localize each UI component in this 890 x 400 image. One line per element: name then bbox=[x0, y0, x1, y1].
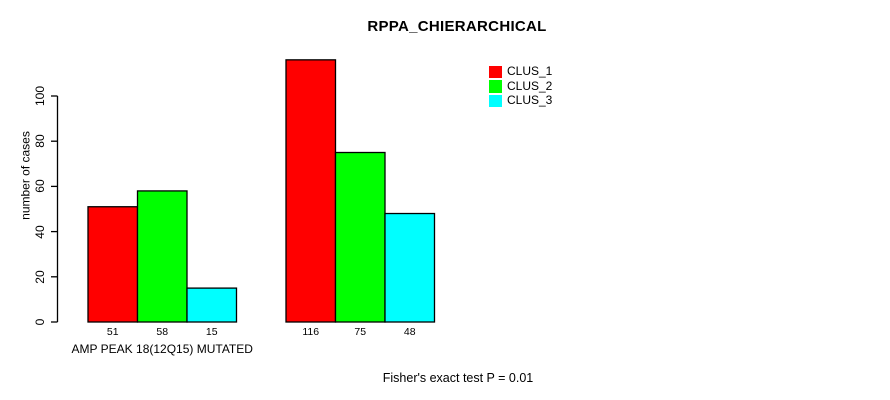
legend-label: CLUS_1 bbox=[507, 64, 553, 79]
legend-swatch-clus1 bbox=[489, 65, 502, 78]
legend-item-clus1: CLUS_1 bbox=[489, 65, 552, 79]
bar-value-label: 51 bbox=[106, 326, 119, 338]
y-tick-label: 0 bbox=[33, 318, 47, 326]
legend-label: CLUS_2 bbox=[507, 78, 553, 93]
bar-clus_3-group1 bbox=[186, 287, 238, 323]
bar-value-label: 75 bbox=[354, 326, 367, 338]
y-tick-label: 40 bbox=[33, 224, 47, 239]
bar-value-label: 15 bbox=[205, 326, 218, 338]
bar-value-label: 48 bbox=[403, 326, 416, 338]
y-tick-label: 20 bbox=[33, 270, 47, 284]
bar-clus_1-group2 bbox=[285, 59, 337, 323]
legend-item-clus2: CLUS_2 bbox=[489, 78, 553, 94]
stat-annotation: Fisher's exact test P = 0.01 bbox=[382, 371, 534, 385]
x-group-label: AMP PEAK 18(12Q15) MUTATED bbox=[71, 342, 253, 356]
y-tick-label: 80 bbox=[33, 134, 47, 148]
bar-clus_2-group1 bbox=[136, 190, 188, 323]
legend-label: CLUS_3 bbox=[507, 93, 553, 108]
legend-swatch-clus3 bbox=[489, 94, 502, 107]
bar-value-label: 116 bbox=[302, 326, 320, 338]
legend-swatch-clus2 bbox=[489, 80, 502, 93]
bar-clus_3-group2 bbox=[384, 212, 436, 323]
bar-clus_1-group1 bbox=[87, 206, 139, 323]
y-tick-label: 100 bbox=[33, 85, 47, 107]
legend: CLUS_1 CLUS_2 CLUS_3 bbox=[489, 65, 552, 109]
bar-clus_2-group2 bbox=[334, 151, 386, 323]
chart-title: RPPA_CHIERARCHICAL bbox=[367, 18, 547, 35]
y-tick-label: 60 bbox=[33, 179, 47, 194]
bar-value-label: 58 bbox=[156, 326, 169, 338]
legend-item-clus3: CLUS_3 bbox=[489, 94, 552, 108]
